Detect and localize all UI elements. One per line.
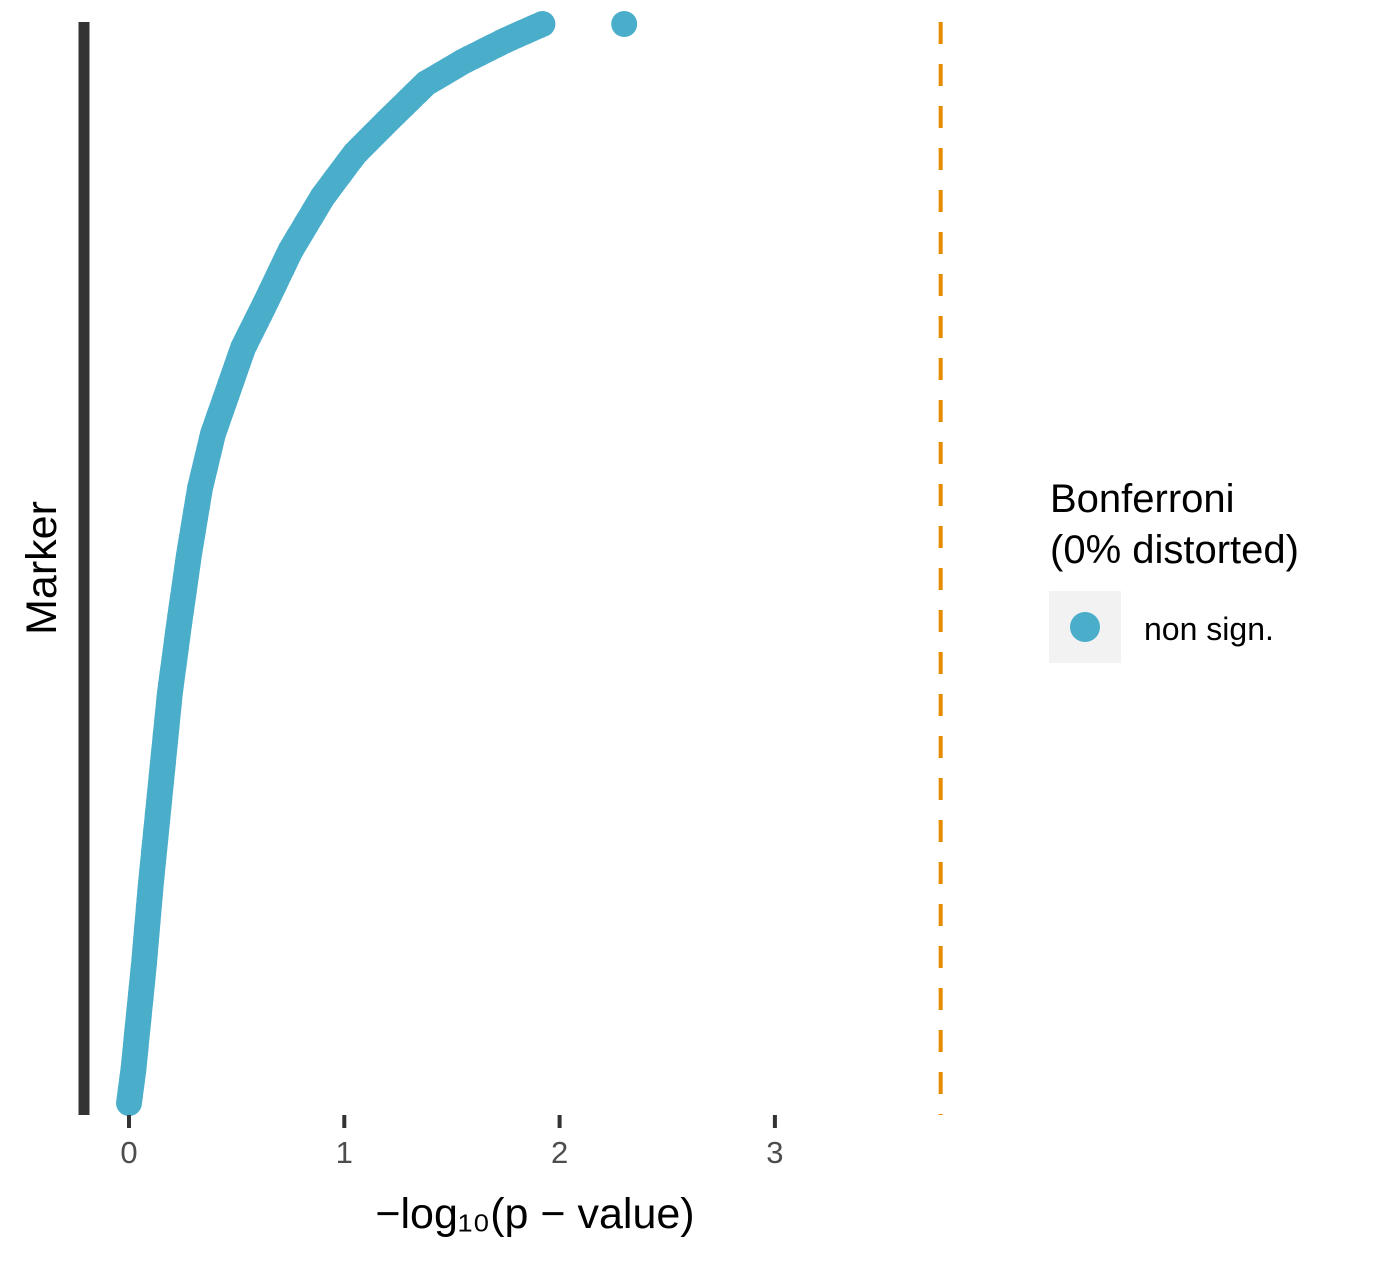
marker-point [529,11,556,37]
x-tick-label: 1 [336,1135,353,1170]
x-tick-label: 0 [120,1135,137,1170]
marker-point-outlier [611,11,638,37]
x-axis-title: −log₁₀(p − value) [375,1190,694,1238]
legend: Bonferroni (0% distorted) non sign. [1049,477,1299,663]
legend-title-line2: (0% distorted) [1050,528,1299,572]
legend-title-line1: Bonferroni [1050,477,1235,521]
legend-key-point-icon [1070,612,1100,642]
x-tick-label: 3 [766,1135,783,1170]
x-tick-label: 2 [551,1135,568,1170]
x-axis-ticks: 0 1 2 3 [120,1115,784,1170]
legend-item-label: non sign. [1144,611,1274,647]
points-layer [116,11,638,1116]
y-axis-title: Marker [18,501,66,635]
